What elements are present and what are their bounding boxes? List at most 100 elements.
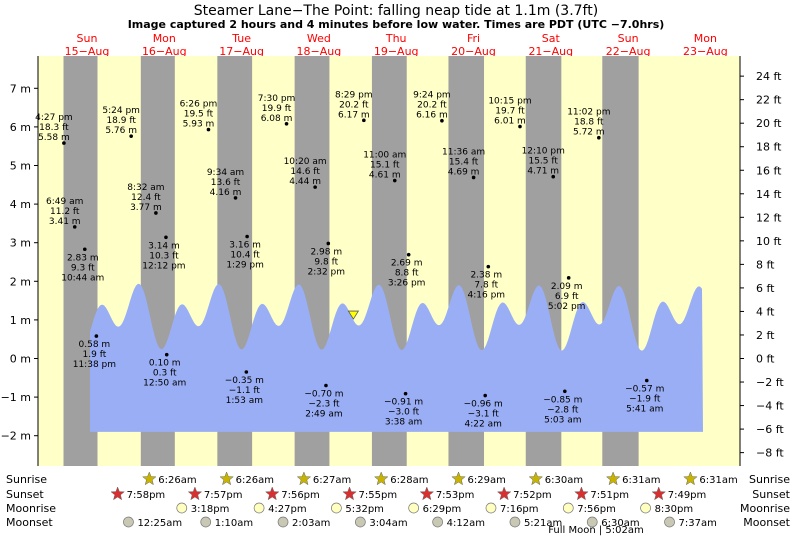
- sunset-icon: [419, 486, 435, 501]
- extreme-label: 13.6 ft: [211, 178, 241, 188]
- extreme-label: 6:26 pm: [180, 100, 218, 110]
- sunset-time: 7:51pm: [590, 490, 629, 501]
- extreme-label: −1.9 ft: [629, 395, 661, 405]
- right-tick-label: 14 ft: [756, 188, 782, 201]
- extreme-label: 5.93 m: [183, 120, 215, 130]
- extreme-label: 3:38 am: [385, 418, 422, 428]
- extreme-dot: [313, 185, 317, 189]
- right-tick-label: 24 ft: [756, 70, 782, 83]
- extreme-dot: [362, 118, 366, 123]
- extreme-label: 2:32 pm: [307, 267, 345, 277]
- extreme-label: 15.4 ft: [449, 157, 479, 167]
- extreme-label: 8:29 pm: [335, 90, 373, 100]
- day-date-label: 21−Aug: [528, 45, 573, 58]
- extreme-label: 3.77 m: [130, 203, 162, 213]
- extreme-dot: [392, 178, 397, 183]
- extreme-label: 6.9 ft: [555, 292, 579, 302]
- moonrise-time: 5:32pm: [345, 504, 384, 515]
- sunrise-icon: [296, 471, 312, 486]
- day-date-label: 18−Aug: [297, 45, 342, 58]
- sunset-icon: [187, 486, 203, 501]
- extreme-label: 2:49 am: [305, 410, 342, 420]
- extreme-label: 4:27 pm: [35, 113, 73, 123]
- moonset-time: 7:37am: [679, 518, 717, 529]
- sunrise-icon: [219, 471, 234, 486]
- chart-title: Steamer Lane−The Point: falling neap tid…: [194, 3, 598, 19]
- extreme-label: 1:29 pm: [226, 261, 264, 271]
- extreme-label: 3.41 m: [49, 217, 81, 227]
- extreme-label: 5.72 m: [573, 128, 605, 138]
- extreme-label: −0.70 m: [304, 390, 343, 400]
- extreme-label: 18.9 ft: [106, 116, 136, 126]
- day-labels: Sun15−AugMon16−AugTue17−AugWed18−AugThu1…: [65, 32, 728, 58]
- right-tick-label: 22 ft: [756, 94, 782, 107]
- day-date-label: 17−Aug: [219, 45, 264, 58]
- extreme-label: 5:02 pm: [548, 302, 586, 312]
- extreme-label: 12:10 pm: [522, 147, 565, 157]
- extreme-label: 10.3 ft: [149, 251, 179, 261]
- day-name-label: Sun: [77, 32, 98, 45]
- sunrise-icon: [142, 471, 157, 486]
- sunrise-time: 6:26am: [236, 475, 274, 486]
- left-tick-label: −2 m: [1, 430, 31, 443]
- extreme-label: −0.57 m: [625, 385, 664, 395]
- right-tick-label: 4 ft: [756, 305, 775, 318]
- extreme-label: 1.9 ft: [83, 350, 107, 360]
- sunrise-icon: [605, 471, 621, 486]
- extreme-label: 2.69 m: [391, 259, 423, 269]
- sunset-time: 7:52pm: [513, 490, 552, 501]
- extreme-label: 4.16 m: [210, 188, 242, 198]
- extreme-dot: [403, 391, 408, 396]
- moonset-icon: [277, 516, 289, 528]
- extreme-dot: [82, 247, 87, 252]
- extreme-dot: [563, 389, 567, 394]
- extreme-dot: [471, 175, 476, 180]
- extreme-label: 11:36 am: [442, 147, 485, 157]
- extreme-dot: [206, 127, 211, 132]
- extreme-label: 5:24 pm: [102, 106, 140, 116]
- row-label-right-moonrise: Moonrise: [740, 502, 790, 515]
- moonset-icon: [432, 516, 443, 528]
- extreme-label: 9.3 ft: [71, 263, 95, 273]
- moonrise-time: 7:16pm: [500, 504, 539, 515]
- right-tick-label: 6 ft: [756, 282, 775, 295]
- extreme-label: 6.17 m: [338, 110, 370, 120]
- moonset-icon: [354, 516, 366, 528]
- extreme-label: −3.1 ft: [468, 410, 500, 420]
- extreme-dot: [233, 196, 238, 200]
- extreme-label: 5:03 am: [544, 415, 581, 425]
- extreme-label: 9.8 ft: [314, 257, 338, 267]
- extreme-label: 19.9 ft: [262, 104, 292, 114]
- axes: 7 m 6 m 5 m 4 m 3 m 2 m 1 m 0 m −1 m −2 m 24 ft 22 …: [1, 56, 784, 466]
- extreme-label: 20.2 ft: [339, 100, 369, 110]
- day-name-label: Mon: [153, 32, 176, 45]
- day-date-label: 16−Aug: [142, 45, 187, 58]
- extreme-label: 4.44 m: [289, 177, 321, 187]
- extreme-label: 8:32 am: [127, 183, 164, 193]
- right-tick-label: 20 ft: [756, 117, 782, 130]
- extreme-label: 0.58 m: [79, 340, 111, 350]
- extreme-label: −2.3 ft: [308, 400, 340, 410]
- extreme-label: 10:15 pm: [488, 97, 531, 107]
- day-name-label: Wed: [307, 32, 331, 45]
- extreme-dot: [566, 276, 571, 280]
- extreme-label: −0.91 m: [384, 398, 423, 408]
- extreme-dot: [245, 234, 249, 239]
- extreme-label: −0.96 m: [464, 400, 503, 410]
- day-name-label: Fri: [467, 32, 480, 45]
- extreme-label: 4.61 m: [369, 171, 401, 181]
- extreme-label: 18.3 ft: [39, 123, 69, 133]
- sunset-time: 7:49pm: [668, 490, 707, 501]
- left-tick-label: 0 m: [10, 353, 31, 366]
- sunrise-time: 6:31am: [699, 475, 737, 486]
- extreme-dot: [129, 134, 133, 138]
- sunset-icon: [574, 486, 589, 501]
- extreme-label: −2.8 ft: [547, 405, 579, 415]
- extreme-label: 0.3 ft: [153, 369, 177, 379]
- right-tick-label: 12 ft: [756, 211, 782, 224]
- extreme-dot: [72, 225, 77, 229]
- day-name-label: Sun: [618, 32, 639, 45]
- extreme-dot: [486, 264, 491, 269]
- moonset-time: 3:04am: [369, 518, 407, 529]
- extreme-label: 10.4 ft: [230, 251, 260, 261]
